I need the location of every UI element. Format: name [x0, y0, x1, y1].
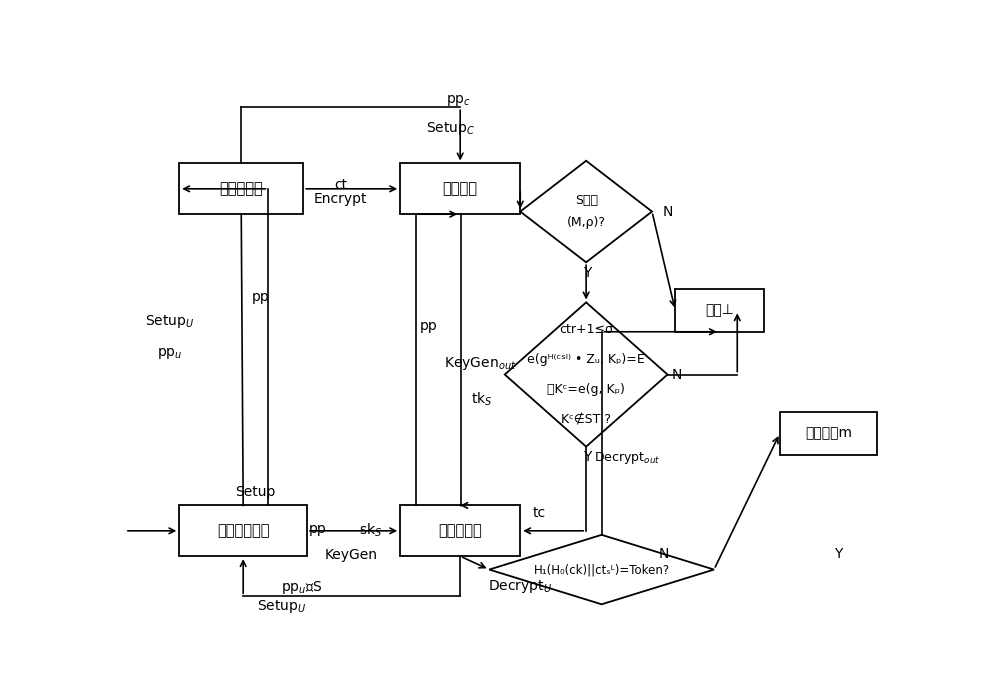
Text: e(gᴴ⁽ᶜˢᴵ⁾ • Zᵤ, Kₚ)=E: e(gᴴ⁽ᶜˢᴵ⁾ • Zᵤ, Kₚ)=E — [527, 353, 645, 366]
Text: ctr+1≤σ: ctr+1≤σ — [559, 323, 613, 336]
Text: Kᶜ∉ST ?: Kᶜ∉ST ? — [561, 414, 611, 427]
Text: H₁(H₀(ck)||ctₛᴸ)=Token?: H₁(H₀(ck)||ctₛᴸ)=Token? — [534, 563, 670, 576]
Text: tc: tc — [533, 507, 546, 520]
Bar — [675, 289, 764, 332]
Text: 恢复明文m: 恢复明文m — [805, 426, 852, 440]
Polygon shape — [489, 535, 714, 604]
Text: tk$_S$: tk$_S$ — [471, 391, 492, 408]
Text: 云服务器: 云服务器 — [443, 181, 478, 196]
Text: sk$_S$: sk$_S$ — [359, 522, 382, 539]
Text: 且Kᶜ=e(g, Kₚ): 且Kᶜ=e(g, Kₚ) — [547, 383, 625, 396]
Text: pp: pp — [252, 290, 270, 304]
Text: Encrypt: Encrypt — [314, 192, 367, 206]
Text: pp$_c$: pp$_c$ — [446, 94, 471, 108]
Text: Y: Y — [834, 547, 842, 561]
Bar — [179, 164, 303, 214]
Text: Y: Y — [583, 450, 592, 464]
Text: Setup$_U$: Setup$_U$ — [145, 312, 195, 330]
Text: (M,ρ)?: (M,ρ)? — [567, 216, 606, 229]
Polygon shape — [505, 303, 668, 447]
Text: N: N — [658, 547, 669, 561]
Bar — [400, 505, 520, 556]
Polygon shape — [520, 161, 652, 262]
Bar — [179, 505, 307, 556]
Text: pp$_u$: pp$_u$ — [157, 346, 183, 361]
Text: Setup: Setup — [235, 485, 275, 499]
Text: pp: pp — [420, 319, 438, 333]
Text: N: N — [671, 368, 682, 382]
Text: Setup$_U$: Setup$_U$ — [257, 598, 306, 616]
Text: 输出⊥: 输出⊥ — [705, 303, 734, 317]
Text: pp: pp — [308, 523, 326, 536]
Text: 数据使用者: 数据使用者 — [438, 523, 482, 539]
Bar — [780, 412, 877, 455]
Text: Decrypt$_{out}$: Decrypt$_{out}$ — [594, 450, 660, 466]
Text: Setup$_C$: Setup$_C$ — [426, 120, 475, 137]
Bar — [400, 164, 520, 214]
Text: N: N — [663, 205, 673, 219]
Text: Decrypt$_U$: Decrypt$_U$ — [488, 578, 552, 595]
Text: 属性授权机构: 属性授权机构 — [217, 523, 269, 539]
Text: Y: Y — [583, 266, 592, 280]
Text: S满足: S满足 — [575, 194, 598, 208]
Text: 数据拥有者: 数据拥有者 — [219, 181, 263, 196]
Text: ct: ct — [334, 178, 347, 192]
Text: pp$_u$、S: pp$_u$、S — [281, 579, 322, 595]
Text: KeyGen: KeyGen — [325, 548, 378, 561]
Text: KeyGen$_{out}$: KeyGen$_{out}$ — [444, 355, 516, 372]
